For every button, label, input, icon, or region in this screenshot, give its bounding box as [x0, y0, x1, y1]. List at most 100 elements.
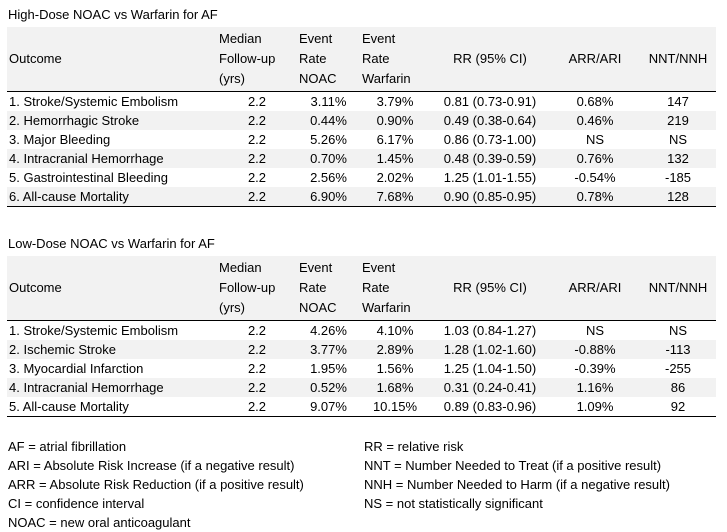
noac-rate-cell: 0.52% [310, 380, 347, 395]
arr-ari-cell: NS [585, 323, 605, 338]
outcome-cell: 5. All-cause Mortality [9, 399, 129, 414]
table-row: 6. All-cause Mortality 2.2 6.90% 7.68% 0.90 … [7, 187, 716, 207]
table-row: 2. Ischemic Stroke 2.2 3.77% 2.89% 1.28 (1.0… [7, 340, 716, 359]
arr-ari-cell: -0.54% [574, 170, 616, 185]
rr-ci-cell: 0.31 (0.24-0.41) [443, 380, 537, 395]
followup-cell: 2.2 [247, 113, 267, 128]
header-rr-ci: RR (95% CI) [453, 51, 527, 66]
header-arr-ari: ARR/ARI [568, 51, 622, 66]
noac-rate-cell: 3.77% [310, 342, 347, 357]
noac-rate-cell: 5.26% [310, 132, 347, 147]
nnt-nnh-cell: 147 [667, 94, 689, 109]
arr-ari-cell: NS [585, 132, 605, 147]
header-event-rate-warfarin: Event Rate Warfarin [362, 31, 411, 86]
header-arr-ari: ARR/ARI [568, 280, 622, 295]
footnote: CI = confidence interval [8, 496, 145, 511]
followup-cell: 2.2 [247, 399, 267, 414]
nnt-nnh-cell: 132 [667, 151, 689, 166]
footnote: NOAC = new oral anticoagulant [8, 515, 191, 530]
footnote: AF = atrial fibrillation [8, 439, 127, 454]
header-nnt-nnh: NNT/NNH [648, 51, 708, 66]
table-row: 2. Hemorrhagic Stroke 2.2 0.44% 0.90% 0.49 (… [7, 111, 716, 130]
warfarin-rate-cell: 1.68% [376, 380, 414, 395]
nnt-nnh-cell: NS [668, 323, 688, 338]
table-row: 4. Intracranial Hemorrhage 2.2 0.52% 1.68% 0… [7, 378, 716, 397]
outcome-cell: 1. Stroke/Systemic Embolism [9, 323, 179, 338]
nnt-nnh-cell: 219 [667, 113, 689, 128]
table-row: 1. Stroke/Systemic Embolism 2.2 4.26% 4.10%… [7, 321, 716, 341]
warfarin-rate-cell: 1.45% [376, 151, 414, 166]
outcome-cell: 2. Hemorrhagic Stroke [9, 113, 140, 128]
arr-ari-cell: 1.16% [576, 380, 614, 395]
followup-cell: 2.2 [247, 170, 267, 185]
rr-ci-cell: 0.48 (0.39-0.59) [443, 151, 537, 166]
header-nnt-nnh: NNT/NNH [648, 280, 708, 295]
header-median-followup: Median Follow-up (yrs) [219, 31, 276, 86]
nnt-nnh-cell: -185 [664, 170, 692, 185]
rr-ci-cell: 1.28 (1.02-1.60) [443, 342, 537, 357]
outcome-cell: 6. All-cause Mortality [9, 189, 129, 204]
table-row: 5. Gastrointestinal Bleeding 2.2 2.56% 2.02… [7, 168, 716, 187]
noac-rate-cell: 1.95% [310, 361, 347, 376]
rr-ci-cell: 1.25 (1.04-1.50) [443, 361, 537, 376]
noac-rate-cell: 3.11% [310, 94, 347, 109]
rr-ci-cell: 0.86 (0.73-1.00) [443, 132, 537, 147]
footnote: ARI = Absolute Risk Increase (if a negat… [8, 458, 295, 473]
outcome-cell: 3. Myocardial Infarction [9, 361, 144, 376]
outcome-cell: 4. Intracranial Hemorrhage [9, 380, 164, 395]
outcome-cell: 4. Intracranial Hemorrhage [9, 151, 164, 166]
header-event-rate-warfarin: Event Rate Warfarin [362, 260, 411, 315]
warfarin-rate-cell: 0.90% [376, 113, 414, 128]
high-dose-table: Outcome Median Follow-up (yrs) Event Rat… [7, 27, 716, 207]
outcome-cell: 2. Ischemic Stroke [9, 342, 116, 357]
footnote: NNH = Number Needed to Harm (if a negati… [364, 477, 670, 492]
warfarin-rate-cell: 2.89% [376, 342, 414, 357]
header-rr-ci: RR (95% CI) [453, 280, 527, 295]
outcome-cell: 3. Major Bleeding [9, 132, 111, 147]
nnt-nnh-cell: 128 [667, 189, 689, 204]
table-row: 5. All-cause Mortality 2.2 9.07% 10.15% 0.89… [7, 397, 716, 417]
header-outcome: Outcome [9, 280, 62, 295]
table-row: 1. Stroke/Systemic Embolism 2.2 3.11% 3.79%… [7, 92, 716, 112]
rr-ci-cell: 1.03 (0.84-1.27) [443, 323, 537, 338]
table-title-high-dose: High-Dose NOAC vs Warfarin for AF [8, 7, 218, 22]
outcome-cell: 1. Stroke/Systemic Embolism [9, 94, 179, 109]
table-title-low-dose: Low-Dose NOAC vs Warfarin for AF [8, 236, 215, 251]
table-row: 3. Myocardial Infarction 2.2 1.95% 1.56% 1.2… [7, 359, 716, 378]
arr-ari-cell: 0.68% [576, 94, 614, 109]
footnote: RR = relative risk [364, 439, 464, 454]
arr-ari-cell: 0.46% [576, 113, 614, 128]
rr-ci-cell: 0.49 (0.38-0.64) [443, 113, 537, 128]
rr-ci-cell: 0.90 (0.85-0.95) [443, 189, 537, 204]
arr-ari-cell: -0.39% [574, 361, 616, 376]
header-median-followup: Median Follow-up (yrs) [219, 260, 276, 315]
outcome-cell: 5. Gastrointestinal Bleeding [9, 170, 168, 185]
low-dose-table: Outcome Median Follow-up (yrs) Event Rat… [7, 256, 716, 417]
noac-rate-cell: 9.07% [310, 399, 347, 414]
warfarin-rate-cell: 2.02% [376, 170, 414, 185]
footnote: NS = not statistically significant [364, 496, 543, 511]
warfarin-rate-cell: 7.68% [376, 189, 414, 204]
header-row: Outcome Median Follow-up (yrs) Event Rat… [7, 27, 716, 92]
arr-ari-cell: -0.88% [574, 342, 616, 357]
followup-cell: 2.2 [247, 342, 267, 357]
followup-cell: 2.2 [247, 132, 267, 147]
warfarin-rate-cell: 1.56% [376, 361, 414, 376]
arr-ari-cell: 0.76% [576, 151, 614, 166]
warfarin-rate-cell: 10.15% [372, 399, 418, 414]
footnote: NNT = Number Needed to Treat (if a posit… [364, 458, 662, 473]
followup-cell: 2.2 [247, 380, 267, 395]
noac-rate-cell: 2.56% [310, 170, 347, 185]
noac-rate-cell: 4.26% [310, 323, 347, 338]
rr-ci-cell: 0.81 (0.73-0.91) [443, 94, 537, 109]
warfarin-rate-cell: 6.17% [376, 132, 414, 147]
nnt-nnh-cell: 86 [670, 380, 686, 395]
warfarin-rate-cell: 3.79% [376, 94, 414, 109]
followup-cell: 2.2 [247, 151, 267, 166]
header-event-rate-noac: Event Rate NOAC [299, 31, 337, 86]
nnt-nnh-cell: NS [668, 132, 688, 147]
rr-ci-cell: 1.25 (1.01-1.55) [443, 170, 537, 185]
noac-rate-cell: 0.44% [310, 113, 347, 128]
warfarin-rate-cell: 4.10% [376, 323, 414, 338]
